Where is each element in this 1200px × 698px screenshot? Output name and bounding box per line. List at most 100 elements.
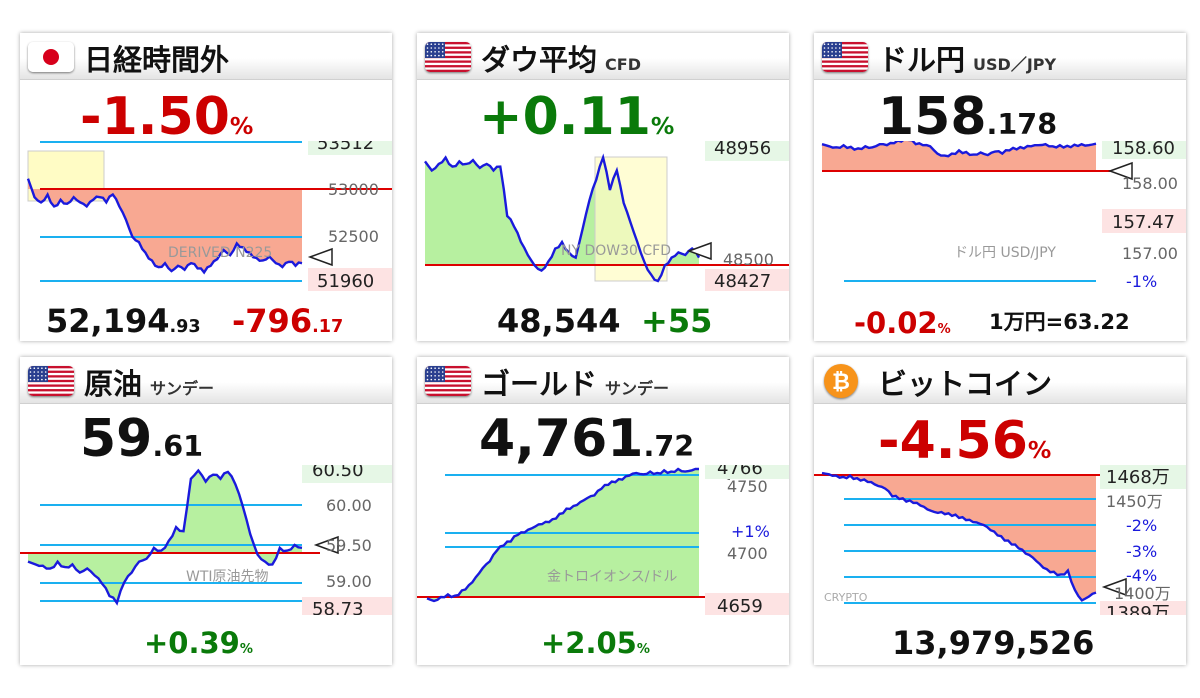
axis-label: 157.00 bbox=[1122, 244, 1178, 263]
panel-nikkei[interactable]: 日経時間外 -1.50% DERIVED N225 53512 53000 52… bbox=[20, 33, 392, 341]
price-line bbox=[27, 468, 303, 606]
price-chart: DERIVED N225 53512 53000 52500 51960 bbox=[26, 141, 392, 291]
chart-watermark: WTI原油先物 bbox=[186, 569, 269, 585]
price-value: 59.61 bbox=[80, 409, 204, 469]
change-percent: -1.50% bbox=[80, 87, 254, 147]
change-percent: +0.11% bbox=[479, 87, 675, 147]
panel-header: ゴールド サンデー bbox=[417, 357, 789, 404]
axis-badge-high bbox=[308, 141, 392, 155]
price-chart: ドル円 USD/JPY 158.60 158.00 157.47 157.00 … bbox=[821, 141, 1186, 291]
percent-gridline-label: +1% bbox=[731, 522, 770, 541]
axis-label-low: 1389万 bbox=[1106, 603, 1170, 615]
chart-watermark: DERIVED N225 bbox=[168, 245, 272, 261]
price-line bbox=[424, 153, 701, 283]
axis-label-high: 4766 bbox=[717, 465, 763, 479]
axis-label-low: 51960 bbox=[317, 271, 374, 291]
axis-label: 52500 bbox=[328, 227, 379, 246]
axis-label: 158.00 bbox=[1122, 174, 1178, 193]
axis-label: 59.50 bbox=[326, 536, 372, 555]
current-price-marker bbox=[686, 241, 712, 261]
change-percent: -4.56% bbox=[878, 411, 1052, 471]
axis-label: 4700 bbox=[727, 544, 768, 563]
yen-rate: 1万円=63.22 bbox=[989, 310, 1130, 334]
panel-oil[interactable]: 原油 サンデー 59.61 WTI原油先物 60.50 60.00 59.50 5… bbox=[20, 357, 392, 665]
price-value: 52,194.93 bbox=[46, 302, 201, 340]
bitcoin-icon: ₿ bbox=[824, 364, 858, 398]
svg-text:₿: ₿ bbox=[832, 370, 850, 395]
axis-badge-high bbox=[705, 465, 789, 479]
axis-label-high: 158.60 bbox=[1112, 141, 1175, 159]
axis-label-low: 4659 bbox=[717, 596, 763, 615]
axis-label: 53000 bbox=[328, 180, 379, 199]
axis-label: 48500 bbox=[723, 250, 774, 269]
chart-fill bbox=[822, 141, 1096, 171]
price-value: 13,979,526 bbox=[892, 624, 1095, 662]
chart-fill bbox=[28, 470, 302, 603]
current-price-marker bbox=[1107, 161, 1133, 181]
price-line bbox=[426, 467, 700, 603]
panel-header: 原油 サンデー bbox=[20, 357, 392, 404]
axis-badge-low bbox=[705, 593, 789, 615]
us-flag-icon bbox=[425, 366, 471, 396]
panel-title: ドル円 USD／JPY bbox=[878, 43, 1057, 77]
axis-badge-low bbox=[705, 269, 789, 291]
us-flag-icon bbox=[822, 42, 868, 72]
chart-watermark: CRYPTO bbox=[824, 591, 868, 604]
panel-title: 日経時間外 bbox=[84, 43, 230, 77]
price-chart: CRYPTO 1468万 1450万 -2% -3% -4% 1400万 138… bbox=[814, 465, 1186, 615]
price-value: 48,544 bbox=[497, 302, 621, 340]
axis-label: 4750 bbox=[727, 477, 768, 496]
percent-gridline-label: -1% bbox=[1126, 272, 1157, 291]
change-percent: +2.05% bbox=[541, 626, 650, 660]
axis-label-high: 48956 bbox=[714, 141, 771, 159]
chart-watermark: NY DOW30 CFD bbox=[561, 243, 671, 259]
axis-label-high: 1468万 bbox=[1106, 467, 1170, 488]
panel-usdjpy[interactable]: ドル円 USD／JPY 158.178 ドル円 USD/JPY 158.60 15… bbox=[814, 33, 1186, 341]
axis-badge-high bbox=[705, 141, 789, 161]
japan-flag-icon bbox=[28, 42, 74, 72]
price-line bbox=[26, 178, 303, 275]
panel-title: 原油 サンデー bbox=[84, 367, 215, 401]
price-line bbox=[821, 141, 1097, 158]
axis-badge-high bbox=[1100, 465, 1186, 489]
axis-label-low: 58.73 bbox=[312, 599, 364, 615]
panel-bitcoin[interactable]: ₿ ビットコイン -4.56% CRYPTO 1468万 1450万 -2% -… bbox=[814, 357, 1186, 665]
current-price-marker bbox=[313, 535, 339, 555]
session-highlight bbox=[594, 156, 668, 282]
axis-badge-low bbox=[302, 597, 392, 615]
axis-badge-high bbox=[1102, 141, 1186, 159]
panel-gold[interactable]: ゴールド サンデー 4,761.72 金トロイオンス/ドル 4766 4750 +… bbox=[417, 357, 789, 665]
panel-header: ドル円 USD／JPY bbox=[814, 33, 1186, 80]
panel-header: 日経時間外 bbox=[20, 33, 392, 80]
change-percent: -0.02% bbox=[854, 306, 951, 340]
chart-watermark: ドル円 USD/JPY bbox=[954, 245, 1056, 261]
chart-fill bbox=[427, 468, 699, 601]
chart-watermark: 金トロイオンス/ドル bbox=[547, 569, 677, 585]
percent-gridline-label: -2% bbox=[1126, 516, 1157, 535]
axis-label-low: 157.47 bbox=[1112, 212, 1175, 233]
percent-gridline-label: -4% bbox=[1126, 566, 1157, 585]
price-chart: NY DOW30 CFD 48956 48500 48427 bbox=[424, 141, 789, 291]
axis-badge-low bbox=[308, 268, 392, 291]
axis-label: 59.00 bbox=[326, 572, 372, 591]
axis-label: 1450万 bbox=[1106, 492, 1163, 511]
axis-badge-high bbox=[302, 465, 392, 483]
percent-gridline-label: -3% bbox=[1126, 542, 1157, 561]
axis-label: 60.00 bbox=[326, 496, 372, 515]
axis-badge-low bbox=[1100, 601, 1186, 615]
price-chart: 金トロイオンス/ドル 4766 4750 +1% 4700 4659 bbox=[417, 465, 789, 615]
axis-label-high: 53512 bbox=[317, 141, 374, 154]
axis-badge-low bbox=[1102, 209, 1186, 233]
price-value: 158.178 bbox=[878, 87, 1058, 147]
panel-header: ₿ ビットコイン bbox=[814, 357, 1186, 404]
panel-title: ダウ平均 CFD bbox=[481, 43, 641, 77]
panel-title: ゴールド サンデー bbox=[481, 367, 670, 401]
panel-title: ビットコイン bbox=[878, 367, 1053, 401]
change-percent: +0.39% bbox=[144, 626, 253, 660]
price-line bbox=[821, 471, 1097, 602]
axis-label-low: 48427 bbox=[714, 271, 771, 291]
panel-header: ダウ平均 CFD bbox=[417, 33, 789, 80]
us-flag-icon bbox=[28, 366, 74, 396]
axis-label: 1400万 bbox=[1114, 584, 1171, 603]
panel-dow[interactable]: ダウ平均 CFD +0.11% NY DOW30 CFD 48956 48500 … bbox=[417, 33, 789, 341]
